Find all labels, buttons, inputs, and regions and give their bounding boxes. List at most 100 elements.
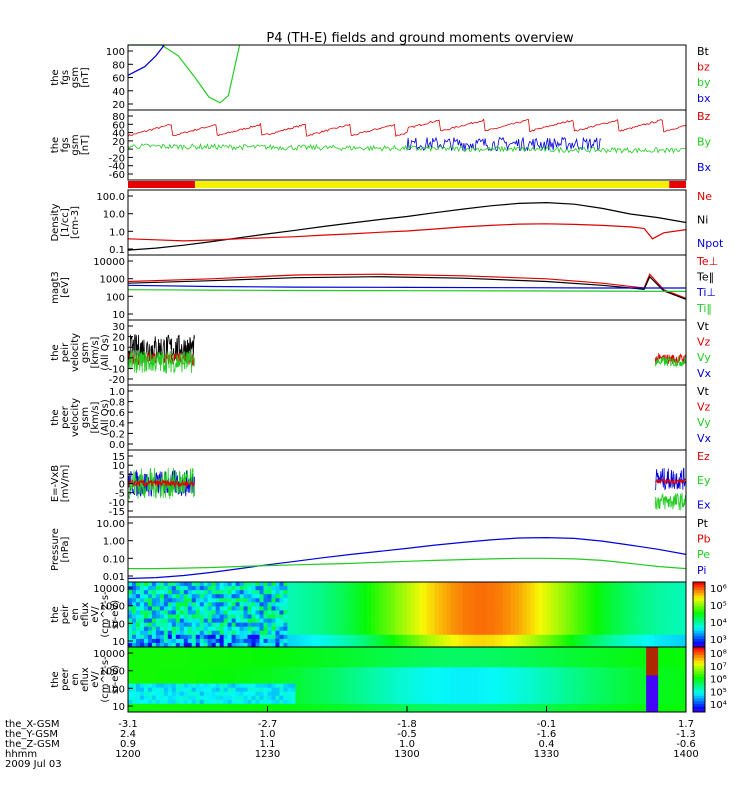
series-line bbox=[127, 201, 687, 251]
spectrogram-cell bbox=[590, 626, 595, 632]
spectrogram-cell bbox=[343, 663, 348, 668]
spectrogram-cell bbox=[243, 598, 248, 603]
spectrogram-cell bbox=[566, 679, 571, 684]
spectrogram-cell bbox=[534, 582, 539, 587]
spectrogram-cell bbox=[371, 695, 376, 701]
spectrogram-cell bbox=[670, 602, 675, 607]
spectrogram-cell bbox=[279, 651, 284, 656]
spectrogram-cell bbox=[650, 675, 655, 680]
spectrogram-cell bbox=[327, 586, 332, 591]
spectrogram-cell bbox=[331, 642, 336, 648]
y-axis-label: peir bbox=[60, 604, 71, 624]
spectrogram-cell bbox=[307, 671, 312, 676]
spectrogram-cell bbox=[598, 663, 603, 668]
spectrogram-cell bbox=[542, 647, 547, 652]
spectrogram-cell bbox=[634, 687, 639, 693]
spectrogram-cell bbox=[466, 659, 472, 664]
spectrogram-cell bbox=[295, 602, 300, 607]
spectrogram-cell bbox=[139, 626, 145, 632]
spectrogram-cell bbox=[562, 642, 567, 648]
spectrogram-cell bbox=[315, 642, 320, 648]
spectrogram-cell bbox=[554, 594, 559, 599]
spectrogram-cell bbox=[339, 667, 344, 672]
spectrogram-cell bbox=[283, 630, 288, 636]
spectrogram-cell bbox=[474, 655, 480, 660]
spectrogram-cell bbox=[159, 699, 165, 705]
spectrogram-cell bbox=[239, 606, 244, 611]
spectrogram-cell bbox=[654, 683, 659, 689]
spectrogram-cell bbox=[211, 622, 217, 628]
spectrogram-cell bbox=[442, 667, 448, 672]
spectrogram-cell bbox=[618, 610, 623, 615]
spectrogram-cell bbox=[454, 699, 460, 705]
spectrogram-cell bbox=[634, 683, 639, 689]
spectrogram-cell bbox=[307, 675, 312, 680]
spectrogram-cell bbox=[462, 602, 468, 607]
spectrogram-cell bbox=[518, 582, 523, 587]
spectrogram-cell bbox=[414, 618, 420, 624]
spectrogram-cell bbox=[235, 582, 240, 587]
spectrogram-cell bbox=[235, 659, 240, 664]
spectrogram-cell bbox=[594, 642, 599, 648]
spectrogram-cell bbox=[267, 634, 272, 640]
spectrogram-cell bbox=[363, 691, 368, 697]
spectrogram-cell bbox=[171, 691, 177, 697]
spectrogram-cell bbox=[482, 586, 488, 591]
spectrogram-cell bbox=[646, 614, 651, 619]
spectrogram-cell bbox=[622, 586, 627, 591]
spectrogram-cell bbox=[355, 638, 360, 644]
spectrogram-cell bbox=[562, 602, 567, 607]
spectrogram-cell bbox=[514, 638, 519, 644]
spectrogram-cell bbox=[379, 606, 384, 611]
spectrogram-cell bbox=[666, 695, 671, 701]
spectrogram-cell bbox=[275, 602, 280, 607]
spectrogram-cell bbox=[147, 695, 153, 701]
spectrogram-cell bbox=[654, 655, 659, 660]
spectrogram-cell bbox=[682, 687, 687, 693]
spectrogram-cell bbox=[275, 703, 280, 709]
spectrogram-cell bbox=[179, 647, 185, 652]
y-tick-label: 0.6 bbox=[109, 408, 125, 419]
spectrogram-cell bbox=[128, 695, 133, 701]
spectrogram-cell bbox=[474, 582, 480, 587]
spectrogram-cell bbox=[315, 655, 320, 660]
spectrogram-cell bbox=[546, 618, 551, 624]
spectrogram-cell bbox=[179, 586, 185, 591]
spectrogram-cell bbox=[662, 638, 667, 644]
spectrogram-cell bbox=[466, 655, 472, 660]
spectrogram-cell bbox=[287, 667, 292, 672]
spectrogram-cell bbox=[426, 594, 432, 599]
spectrogram-cell bbox=[199, 659, 205, 664]
spectrogram-cell bbox=[434, 606, 440, 611]
spectrogram-cell bbox=[514, 586, 519, 591]
spectrogram-cell bbox=[379, 707, 384, 713]
spectrogram-cell bbox=[391, 598, 396, 603]
spectrogram-cell bbox=[650, 618, 655, 624]
spectrogram-cell bbox=[199, 606, 205, 611]
spectrogram-cell bbox=[355, 663, 360, 668]
spectrogram-cell bbox=[474, 647, 480, 652]
spectrogram-cell bbox=[514, 679, 519, 684]
spectrogram-cell bbox=[574, 671, 579, 676]
spectrogram-cell bbox=[359, 634, 364, 640]
spectrogram-cell bbox=[482, 663, 488, 668]
spectrogram-cell bbox=[347, 602, 352, 607]
spectrogram-cell bbox=[526, 594, 531, 599]
spectrogram-cell bbox=[606, 691, 611, 697]
spectrogram-cell bbox=[650, 606, 655, 611]
spectrogram-cell bbox=[371, 659, 376, 664]
y-axis-label: fgs bbox=[60, 137, 71, 152]
spectrogram-cell bbox=[171, 610, 177, 615]
spectrogram-cell bbox=[418, 586, 424, 591]
spectrogram-cell bbox=[438, 606, 444, 611]
spectrogram-cell bbox=[522, 606, 527, 611]
spectrogram-cell bbox=[566, 651, 571, 656]
spectrogram-cell bbox=[331, 586, 336, 591]
spectrogram-cell bbox=[159, 687, 165, 693]
spectrogram-cell bbox=[506, 594, 512, 599]
spectrogram-cell bbox=[155, 586, 161, 591]
spectrogram-cell bbox=[562, 634, 567, 640]
spectrogram-cell bbox=[670, 663, 675, 668]
spectrogram-cell bbox=[371, 655, 376, 660]
spectrogram-cell bbox=[546, 590, 551, 595]
